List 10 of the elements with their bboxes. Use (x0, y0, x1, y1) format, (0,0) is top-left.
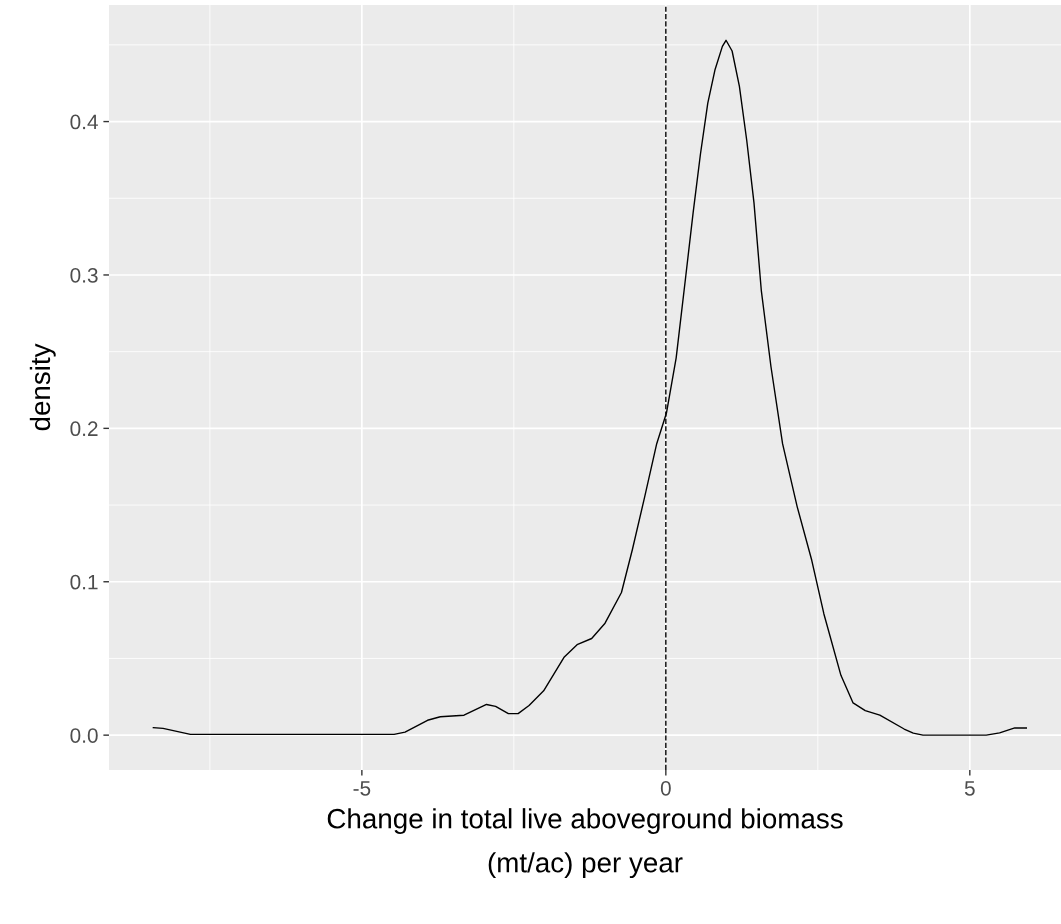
y-tick-label: 0.2 (70, 421, 98, 437)
y-tick-label: 0.3 (70, 267, 98, 283)
y-axis-title: density (29, 343, 56, 431)
x-axis-title: Change in total live aboveground biomass (mt/ac) per year (327, 808, 843, 879)
y-tick-label: 0.1 (70, 574, 98, 590)
x-tick-label: -5 (353, 781, 371, 796)
x-tick-label: 0 (660, 780, 671, 796)
y-tick-label: 0.4 (70, 114, 98, 130)
y-tick-label: 0.0 (70, 728, 98, 743)
x-tick-label: 5 (964, 781, 975, 796)
